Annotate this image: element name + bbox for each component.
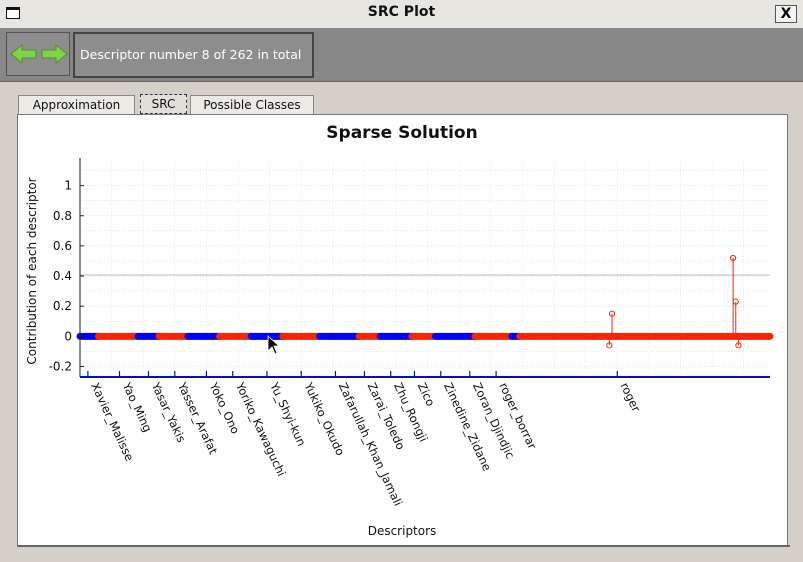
y-axis-label: Contribution of each descriptor xyxy=(25,177,39,364)
y-tick-label: 0.4 xyxy=(53,269,72,283)
y-tick-label: 0 xyxy=(64,329,72,343)
window-title: SRC Plot xyxy=(367,4,436,20)
stem-marker xyxy=(608,310,616,317)
mouse-cursor-icon xyxy=(267,335,281,355)
tab-approximation[interactable]: Approximation xyxy=(18,95,135,114)
y-tick-label: 0.2 xyxy=(53,299,72,313)
y-tick-label: -0.2 xyxy=(49,359,72,373)
tab-possible-classes[interactable]: Possible Classes xyxy=(190,95,314,114)
window-icon xyxy=(6,7,20,19)
y-tick-label: 0.6 xyxy=(53,239,72,253)
arrow-right-icon[interactable] xyxy=(40,43,68,65)
stem-marker xyxy=(735,342,742,349)
stem-marker xyxy=(730,254,737,262)
x-axis-label: Descriptors xyxy=(368,524,437,538)
tab-src[interactable]: SRC xyxy=(140,94,187,114)
chart-title: Sparse Solution xyxy=(326,123,477,143)
close-button[interactable]: X xyxy=(775,5,797,23)
x-tick-label: Zico xyxy=(415,380,438,408)
stem-marker xyxy=(606,342,613,349)
plot-panel: -0.2 0 0.2 0.4 0.6 0.8 1 Xavier_Malisse Yao_Min… xyxy=(17,114,788,546)
nav-buttons xyxy=(6,32,70,76)
panel-shadow xyxy=(17,545,790,547)
descriptor-status: Descriptor number 8 of 262 in total xyxy=(73,32,314,78)
y-tick-label: 0.8 xyxy=(53,209,72,223)
title-bar: SRC Plot X xyxy=(0,0,803,29)
arrow-left-icon[interactable] xyxy=(10,43,38,65)
y-tick-label: 1 xyxy=(64,179,72,193)
sparse-solution-chart: -0.200.20.40.60.81 Xavier_MalisseYao_Min… xyxy=(25,123,774,538)
toolbar: Descriptor number 8 of 262 in total xyxy=(0,28,803,82)
stem-marker xyxy=(732,298,739,305)
x-tick-label: roger xyxy=(618,380,644,414)
